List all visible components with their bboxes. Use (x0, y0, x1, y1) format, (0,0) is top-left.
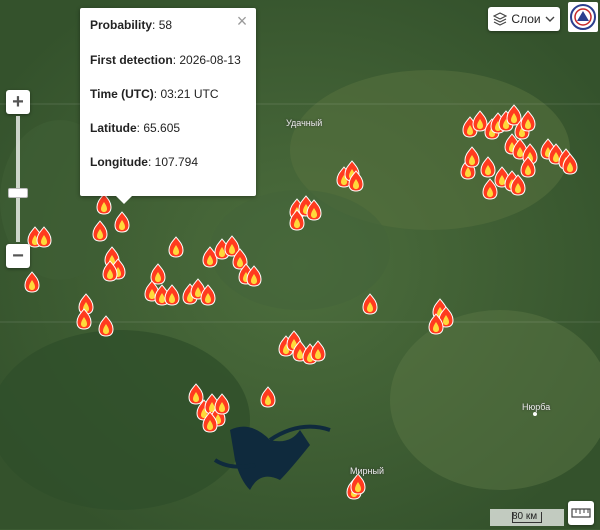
layers-label: Слои (511, 12, 541, 26)
ruler-button[interactable] (568, 501, 594, 525)
fire-icon[interactable] (480, 156, 496, 178)
fire-icon[interactable] (200, 284, 216, 306)
layers-button[interactable]: Слои (488, 7, 560, 31)
fire-icon[interactable] (260, 386, 276, 408)
popup-row-first-detection: First detection: 2026-08-13 (90, 53, 241, 67)
fire-icon[interactable] (362, 293, 378, 315)
water-body (213, 424, 331, 490)
popup-row-time: Time (UTC): 03:21 UTC (90, 87, 219, 101)
fire-icon[interactable] (472, 110, 488, 132)
zoom-slider-track[interactable] (16, 116, 20, 242)
fire-icon[interactable] (168, 236, 184, 258)
fire-icon[interactable] (188, 383, 204, 405)
fire-icon[interactable] (562, 153, 578, 175)
organization-logo-icon[interactable] (568, 2, 598, 32)
zoom-slider-handle[interactable] (8, 188, 28, 198)
city-marker-nyurba (533, 412, 537, 416)
layers-icon (493, 12, 508, 26)
ruler-icon (571, 508, 591, 518)
city-label-nyurba: Нюрба (522, 402, 551, 412)
scale-label: 80 км (512, 511, 538, 522)
zoom-out-button[interactable]: − (6, 244, 30, 268)
fire-icon[interactable] (98, 315, 114, 337)
fire-icon[interactable] (310, 340, 326, 362)
fire-icon[interactable] (92, 220, 108, 242)
fire-icon[interactable] (506, 104, 522, 126)
fire-markers (24, 104, 578, 500)
fire-icon[interactable] (482, 178, 498, 200)
fire-icon[interactable] (438, 306, 454, 328)
fire-icon[interactable] (350, 473, 366, 495)
fire-icon[interactable] (224, 235, 240, 257)
fire-icon[interactable] (348, 170, 364, 192)
fire-icon[interactable] (510, 174, 526, 196)
fire-icon[interactable] (520, 110, 536, 132)
scale-bar (512, 512, 542, 523)
fire-icon[interactable] (464, 146, 480, 168)
fire-icon[interactable] (76, 308, 92, 330)
fire-info-popup: × Probability: 58 First detection: 2026-… (80, 8, 256, 204)
fire-icon[interactable] (96, 193, 112, 215)
popup-row-latitude: Latitude: 65.605 (90, 121, 181, 135)
fire-icon[interactable] (24, 271, 40, 293)
map-scale: 80 км (490, 509, 564, 526)
fire-icon[interactable] (306, 199, 322, 221)
fire-icon[interactable] (114, 211, 130, 233)
zoom-control: + − (6, 90, 30, 268)
popup-row-longitude: Longitude: 107.794 (90, 155, 199, 169)
fire-icon[interactable] (520, 156, 536, 178)
fire-icon[interactable] (36, 226, 52, 248)
fire-icon[interactable] (150, 263, 166, 285)
fire-icon[interactable] (428, 313, 444, 335)
chevron-down-icon (545, 16, 555, 22)
close-icon[interactable]: × (236, 11, 248, 31)
city-label-mirny: Мирный (350, 466, 384, 476)
fire-icon[interactable] (102, 260, 118, 282)
fire-icon[interactable] (214, 393, 230, 415)
fire-icon[interactable] (246, 265, 262, 287)
fire-icon[interactable] (232, 248, 248, 270)
popup-row-probability: Probability: 58 (90, 18, 173, 32)
fire-icon[interactable] (202, 246, 218, 268)
fire-icon[interactable] (289, 209, 305, 231)
fire-icon[interactable] (164, 284, 180, 306)
fire-icon[interactable] (202, 411, 218, 433)
zoom-in-button[interactable]: + (6, 90, 30, 114)
city-label-udachny: Удачный (286, 118, 323, 128)
